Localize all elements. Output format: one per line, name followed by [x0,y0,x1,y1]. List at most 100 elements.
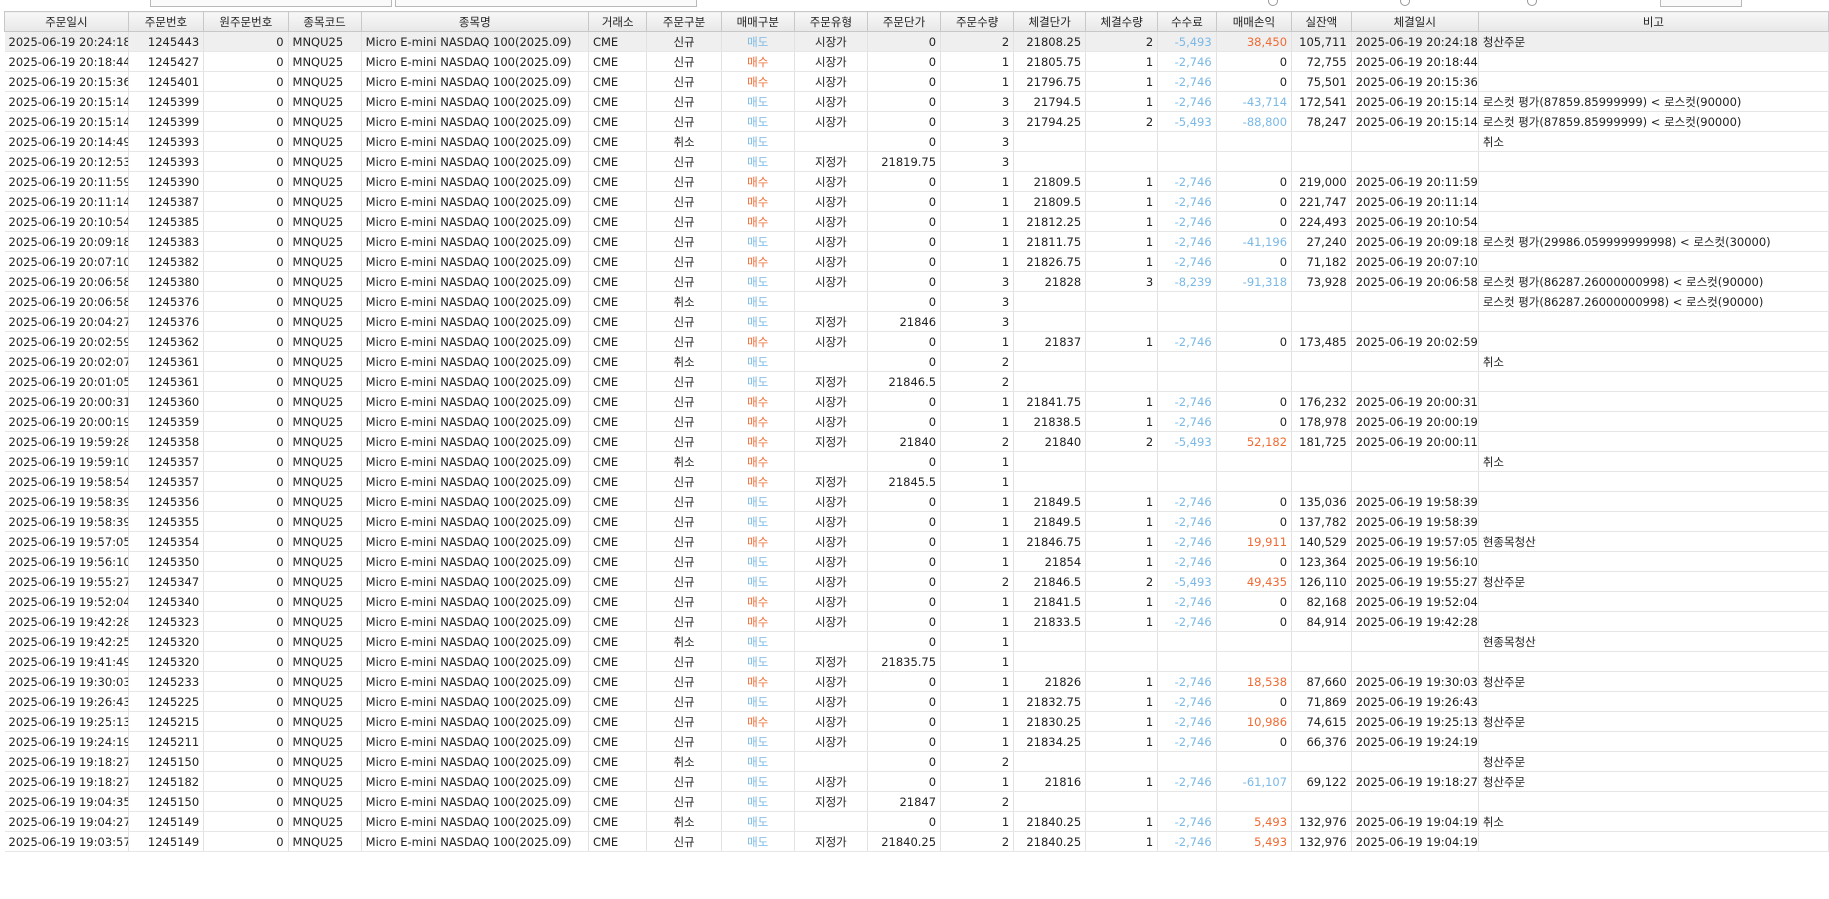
table-row[interactable]: 2025-06-19 19:59:10 1245357 0 MNQU25 Micro E… [4,451,1829,472]
radio-option-partial[interactable] [1527,0,1537,6]
order-category-cell: 신규 [646,731,722,752]
fill-time-cell: 2025-06-19 20:00:19 [1351,411,1479,432]
table-row[interactable]: 2025-06-19 20:06:58 1245380 0 MNQU25 Micro E… [4,271,1829,292]
table-row[interactable]: 2025-06-19 19:55:27 1245347 0 MNQU25 Micro E… [4,571,1829,592]
table-row[interactable]: 2025-06-19 20:00:31 1245360 0 MNQU25 Micro E… [4,391,1829,412]
table-row[interactable]: 2025-06-19 19:18:27 1245182 0 MNQU25 Micro E… [4,771,1829,792]
column-header[interactable]: 거래소 [587,11,648,32]
column-header[interactable]: 체결수량 [1085,11,1159,32]
table-row[interactable]: 2025-06-19 20:24:18 1245443 0 MNQU25 Micro E… [4,31,1829,52]
table-row[interactable]: 2025-06-19 20:09:18 1245383 0 MNQU25 Micro E… [4,231,1829,252]
table-row[interactable]: 2025-06-19 19:26:43 1245225 0 MNQU25 Micro E… [4,691,1829,712]
order-category-cell: 취소 [646,811,722,832]
commission-cell: -2,746 [1157,391,1217,412]
order-type-cell [794,751,868,772]
column-header[interactable]: 매매손익 [1215,11,1293,32]
order-category-cell: 신규 [646,171,722,192]
column-header[interactable]: 비고 [1477,11,1829,32]
exchange-cell: CME [588,831,648,852]
remarks-cell [1478,311,1829,332]
column-header[interactable]: 주문번호 [127,11,205,32]
column-header[interactable]: 주문일시 [4,11,129,32]
column-header[interactable]: 수수료 [1157,11,1217,32]
commission-cell: -2,746 [1157,51,1217,72]
fill-price-cell: 21840.25 [1013,811,1087,832]
table-row[interactable]: 2025-06-19 20:10:54 1245385 0 MNQU25 Micro E… [4,211,1829,232]
table-row[interactable]: 2025-06-19 20:02:59 1245362 0 MNQU25 Micro E… [4,331,1829,352]
order-price-cell: 0 [867,811,942,832]
table-row[interactable]: 2025-06-19 19:03:57 1245149 0 MNQU25 Micro E… [4,831,1829,852]
column-header[interactable]: 주문단가 [866,11,942,32]
table-row[interactable]: 2025-06-19 20:02:07 1245361 0 MNQU25 Micro E… [4,351,1829,372]
column-header[interactable]: 체결일시 [1350,11,1479,32]
table-row[interactable]: 2025-06-19 19:30:03 1245233 0 MNQU25 Micro E… [4,671,1829,692]
fill-time-cell [1351,471,1479,492]
table-row[interactable]: 2025-06-19 20:14:49 1245393 0 MNQU25 Micro E… [4,131,1829,152]
column-header[interactable]: 매매구분 [720,11,795,32]
table-row[interactable]: 2025-06-19 19:52:04 1245340 0 MNQU25 Micro E… [4,591,1829,612]
table-row[interactable]: 2025-06-19 20:07:10 1245382 0 MNQU25 Micro E… [4,251,1829,272]
table-row[interactable]: 2025-06-19 19:25:13 1245215 0 MNQU25 Micro E… [4,711,1829,732]
trade-side-cell: 매수 [721,191,795,212]
column-header[interactable]: 체결단가 [1013,11,1087,32]
trade-side-cell: 매수 [721,451,795,472]
table-row[interactable]: 2025-06-19 20:15:36 1245401 0 MNQU25 Micro E… [4,71,1829,92]
fill-price-cell [1013,351,1087,372]
order-number-cell: 1245399 [128,91,205,112]
column-header[interactable]: 원주문번호 [203,11,289,32]
order-time-cell: 2025-06-19 19:42:25 [4,631,129,652]
table-row[interactable]: 2025-06-19 20:18:44 1245427 0 MNQU25 Micro E… [4,51,1829,72]
table-row[interactable]: 2025-06-19 19:58:54 1245357 0 MNQU25 Micro E… [4,471,1829,492]
column-header[interactable]: 주문수량 [940,11,1015,32]
table-row[interactable]: 2025-06-19 19:56:10 1245350 0 MNQU25 Micro E… [4,551,1829,572]
fill-qty-cell: 2 [1085,111,1159,132]
table-row[interactable]: 2025-06-19 19:57:05 1245354 0 MNQU25 Micro E… [4,531,1829,552]
column-header[interactable]: 주문구분 [646,11,722,32]
trade-pnl-cell: 0 [1216,191,1293,212]
radio-option-partial[interactable] [1400,0,1410,6]
order-qty-cell: 1 [940,551,1015,572]
trade-side-cell: 매도 [721,551,795,572]
trade-pnl-cell: 18,538 [1216,671,1293,692]
table-row[interactable]: 2025-06-19 19:04:27 1245149 0 MNQU25 Micro E… [4,811,1829,832]
order-history-grid[interactable]: 주문일시 주문번호 원주문번호 종목코드 종목명 거래소 주문구분 매매구분 주문유형 주문단가 주… [4,11,1829,899]
table-row[interactable]: 2025-06-19 19:24:19 1245211 0 MNQU25 Micro E… [4,731,1829,752]
table-row[interactable]: 2025-06-19 20:15:14 1245399 0 MNQU25 Micro E… [4,111,1829,132]
table-row[interactable]: 2025-06-19 19:58:39 1245356 0 MNQU25 Micro E… [4,491,1829,512]
exchange-cell: CME [588,551,648,572]
table-row[interactable]: 2025-06-19 19:59:28 1245358 0 MNQU25 Micro E… [4,431,1829,452]
order-qty-cell: 1 [940,451,1015,472]
fill-time-cell: 2025-06-19 19:56:10 [1351,551,1479,572]
order-type-cell: 시장가 [794,191,868,212]
original-order-number-cell: 0 [203,651,289,672]
order-category-cell: 신규 [646,831,722,852]
table-row[interactable]: 2025-06-19 20:01:05 1245361 0 MNQU25 Micro E… [4,371,1829,392]
table-row[interactable]: 2025-06-19 19:41:49 1245320 0 MNQU25 Micro E… [4,651,1829,672]
remarks-cell [1478,591,1829,612]
table-row[interactable]: 2025-06-19 20:11:59 1245390 0 MNQU25 Micro E… [4,171,1829,192]
table-row[interactable]: 2025-06-19 20:15:14 1245399 0 MNQU25 Micro E… [4,91,1829,112]
table-row[interactable]: 2025-06-19 20:11:14 1245387 0 MNQU25 Micro E… [4,191,1829,212]
remarks-cell: 취소 [1478,451,1829,472]
order-number-cell: 1245443 [128,31,205,52]
fill-price-cell: 21812.25 [1013,211,1087,232]
table-row[interactable]: 2025-06-19 20:06:58 1245376 0 MNQU25 Micro E… [4,291,1829,312]
table-row[interactable]: 2025-06-19 20:12:53 1245393 0 MNQU25 Micro E… [4,151,1829,172]
table-row[interactable]: 2025-06-19 19:42:28 1245323 0 MNQU25 Micro E… [4,611,1829,632]
fill-time-cell: 2025-06-19 19:04:19 [1351,831,1479,852]
column-header[interactable]: 종목코드 [287,11,362,32]
column-header[interactable]: 실잔액 [1291,11,1352,32]
column-header[interactable]: 주문유형 [793,11,868,32]
radio-option-partial[interactable] [1268,0,1278,6]
trade-side-cell: 매수 [721,51,795,72]
exchange-cell: CME [588,211,648,232]
table-row[interactable]: 2025-06-19 19:58:39 1245355 0 MNQU25 Micro E… [4,511,1829,532]
order-category-cell: 신규 [646,611,722,632]
column-header[interactable]: 종목명 [360,11,589,32]
table-row[interactable]: 2025-06-19 19:18:27 1245150 0 MNQU25 Micro E… [4,751,1829,772]
order-time-cell: 2025-06-19 19:41:49 [4,651,129,672]
table-row[interactable]: 2025-06-19 20:00:19 1245359 0 MNQU25 Micro E… [4,411,1829,432]
table-row[interactable]: 2025-06-19 19:04:35 1245150 0 MNQU25 Micro E… [4,791,1829,812]
table-row[interactable]: 2025-06-19 20:04:27 1245376 0 MNQU25 Micro E… [4,311,1829,332]
table-row[interactable]: 2025-06-19 19:42:25 1245320 0 MNQU25 Micro E… [4,631,1829,652]
